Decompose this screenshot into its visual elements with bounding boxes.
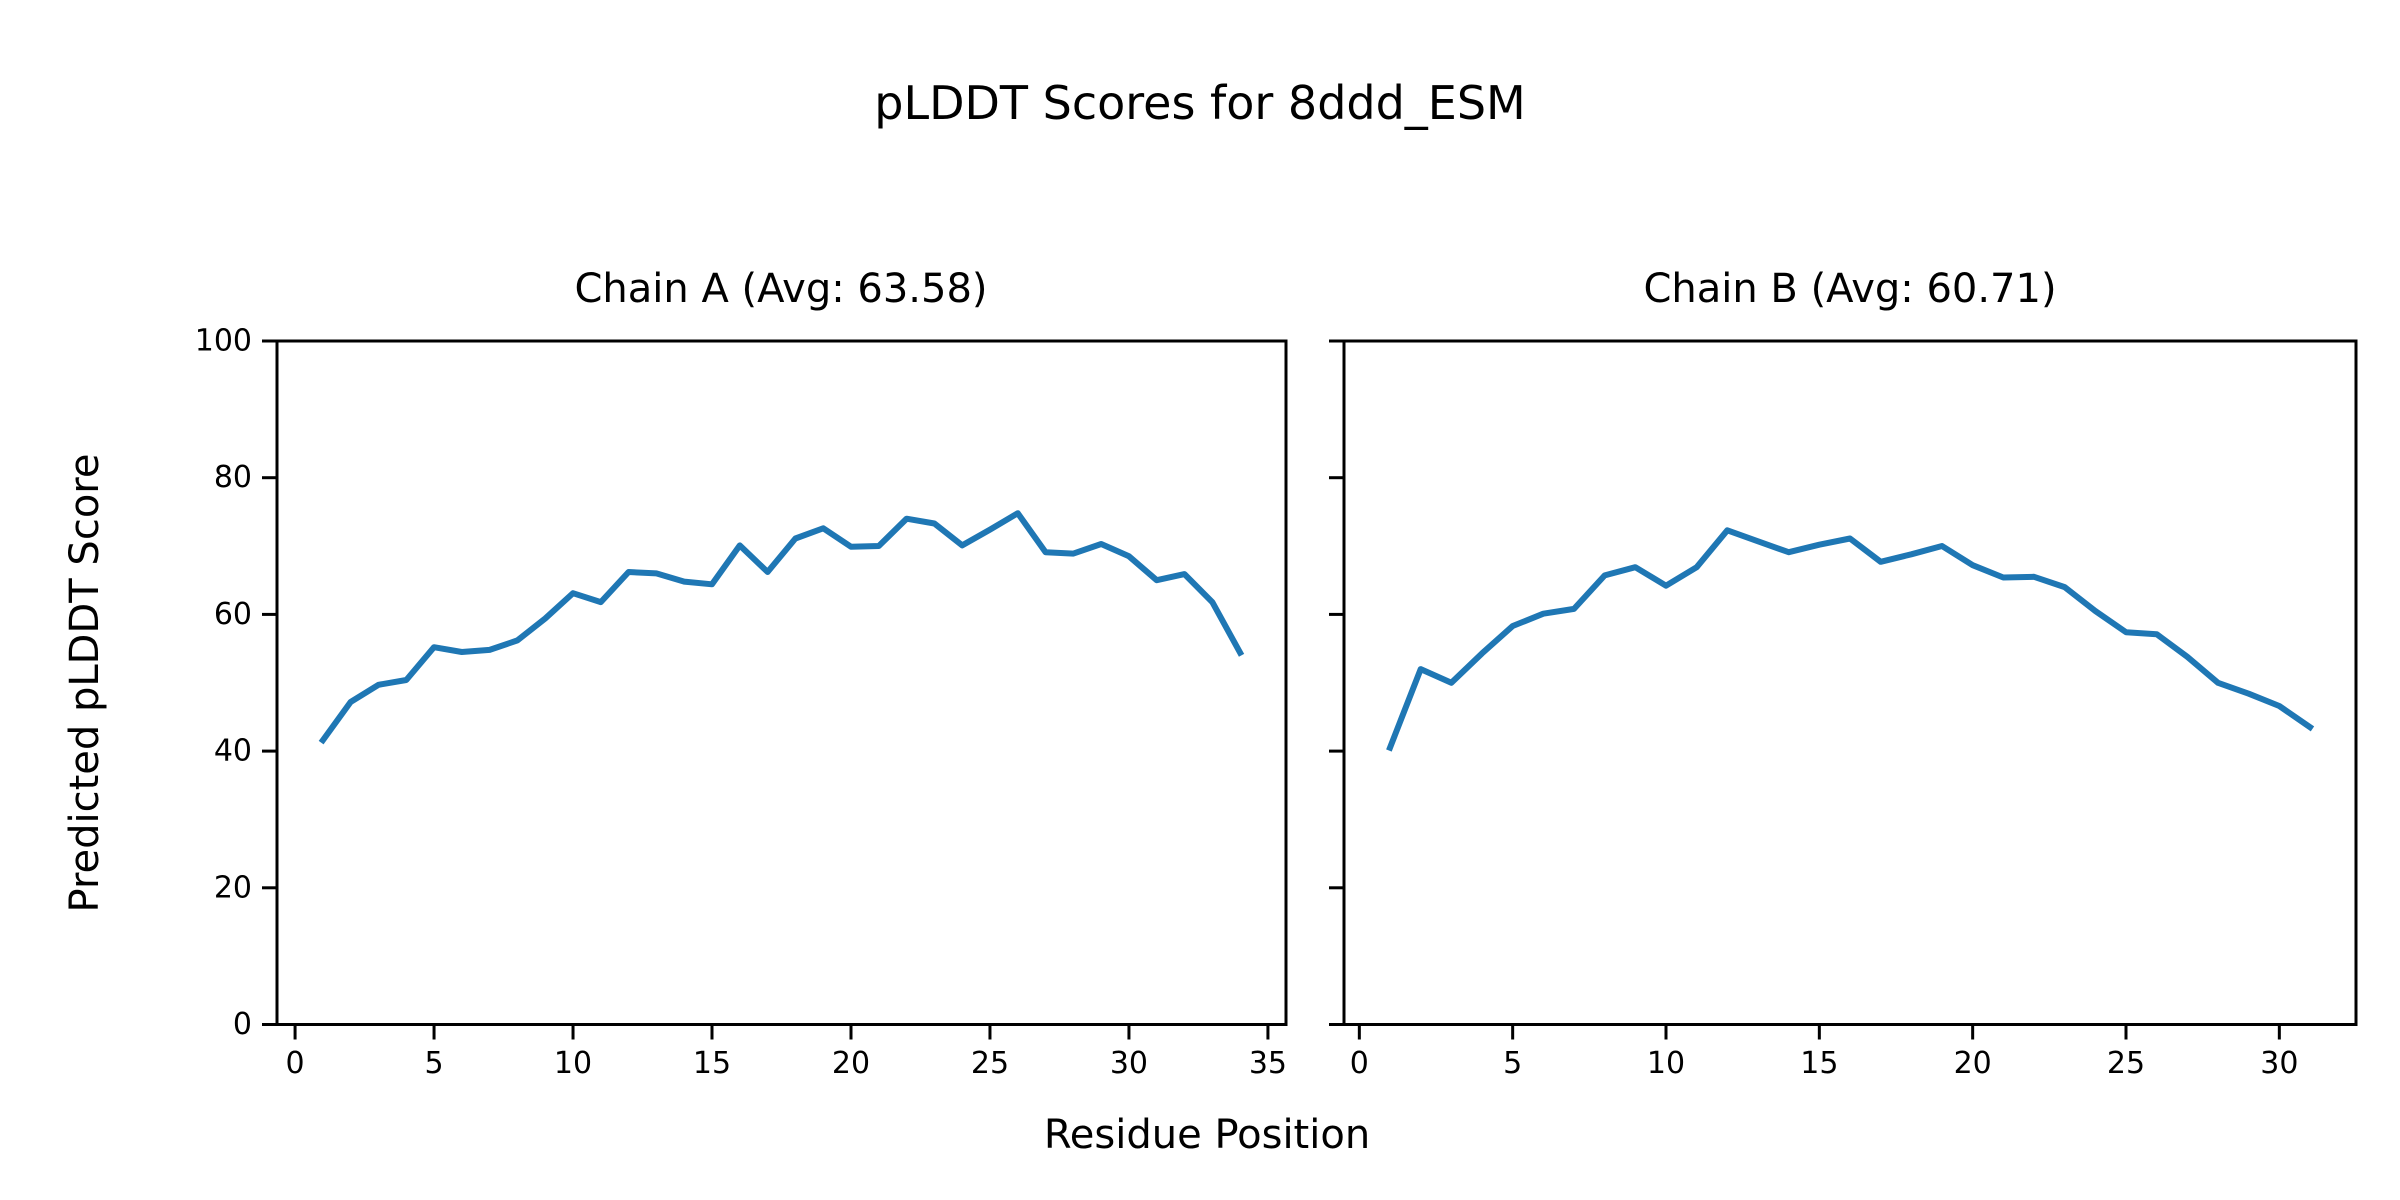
x-tick-label: 10	[554, 1046, 592, 1081]
x-tick-label: 0	[1350, 1046, 1369, 1081]
x-tick-label: 25	[2107, 1046, 2145, 1081]
axes-spines	[275, 339, 1288, 1026]
y-tick-label: 20	[214, 870, 252, 905]
x-tick-label: 35	[1249, 1046, 1287, 1081]
y-tick-label: 80	[214, 460, 252, 495]
plddt-line-chain-b	[1386, 527, 2315, 752]
figure-title: pLDDT Scores for 8ddd_ESM	[874, 76, 1526, 130]
x-tick-label: 15	[1800, 1046, 1838, 1081]
x-tick-label: 30	[2260, 1046, 2298, 1081]
y-tick-label: 60	[214, 597, 252, 632]
y-tick-label: 40	[214, 734, 252, 769]
subplot-chain-a: 0 5 10 15 20 25 30 35 0 20 40 60 80 100	[195, 324, 1288, 1081]
subplot-chain-b: 0 5 10 15 20 25 30	[1329, 339, 2358, 1081]
subplot-title-chain-b: Chain B (Avg: 60.71)	[1643, 266, 2057, 312]
plddt-line-chain-a	[318, 510, 1245, 745]
x-tick-label: 20	[1954, 1046, 1992, 1081]
x-tick-label: 5	[425, 1046, 444, 1081]
x-tick-label: 0	[286, 1046, 305, 1081]
y-tick-label: 100	[195, 324, 252, 359]
x-tick-label: 20	[832, 1046, 870, 1081]
x-axis-label: Residue Position	[1043, 1112, 1371, 1158]
x-tick-label: 15	[693, 1046, 731, 1081]
x-tick-label: 10	[1647, 1046, 1685, 1081]
axes-spines	[1342, 339, 2358, 1026]
x-tick-label: 5	[1503, 1046, 1522, 1081]
y-tick-label: 0	[233, 1007, 252, 1042]
x-tick-label: 30	[1110, 1046, 1148, 1081]
subplot-title-chain-a: Chain A (Avg: 63.58)	[574, 266, 988, 312]
x-tick-label: 25	[971, 1046, 1009, 1081]
